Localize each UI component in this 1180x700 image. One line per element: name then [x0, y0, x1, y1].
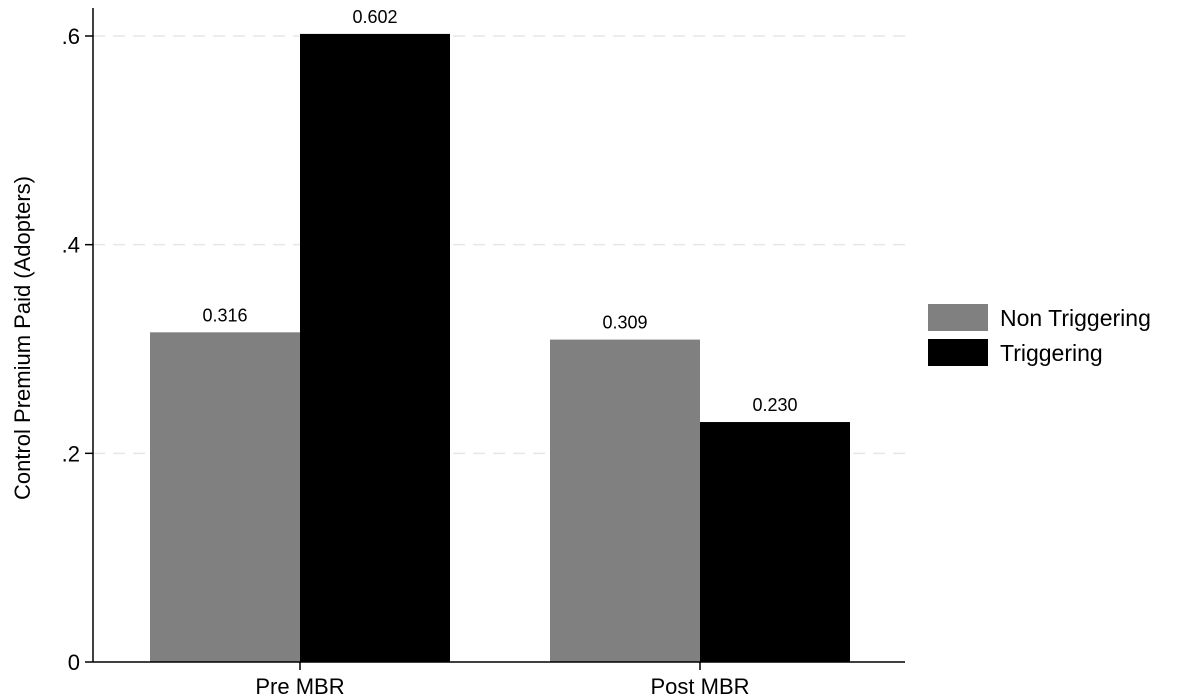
bars: [150, 33, 850, 663]
data-label: 0.602: [352, 7, 397, 27]
x-tick-label: Post MBR: [650, 674, 749, 699]
y-tick-label: .2: [62, 441, 80, 466]
legend-label: Triggering: [1000, 340, 1103, 366]
legend-swatch: [928, 339, 988, 366]
bar: [700, 422, 850, 662]
x-ticks: Pre MBR Post MBR: [255, 662, 750, 699]
legend-swatch: [928, 304, 988, 331]
data-label: 0.230: [752, 395, 797, 415]
bar: [300, 33, 450, 663]
legend: Non Triggering Triggering: [928, 304, 1151, 366]
axes: [92, 8, 905, 663]
y-tick-label: .4: [62, 233, 80, 258]
bar: [550, 339, 700, 662]
bar: [150, 332, 300, 662]
x-tick-label: Pre MBR: [255, 674, 344, 699]
value-labels: 0.316 0.602 0.309 0.230: [202, 7, 797, 415]
data-label: 0.316: [202, 305, 247, 325]
y-axis-label: Control Premium Paid (Adopters): [10, 176, 35, 500]
y-tick-label: 0: [68, 650, 80, 675]
gridlines: [93, 35, 905, 455]
y-tick-label: .6: [62, 24, 80, 49]
legend-label: Non Triggering: [1000, 305, 1151, 331]
y-ticks: 0 .2 .4 .6: [62, 24, 93, 675]
data-label: 0.309: [602, 313, 647, 333]
